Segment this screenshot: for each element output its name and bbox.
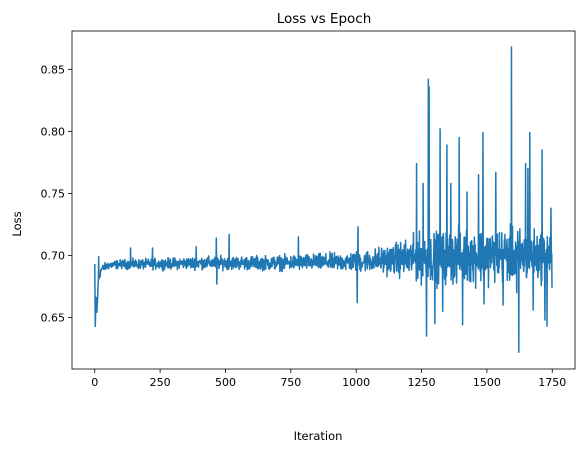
y-axis-label: Loss (10, 211, 24, 236)
chart-title: Loss vs Epoch (277, 11, 372, 27)
plot-frame (71, 30, 576, 370)
x-tick-label: 0 (91, 376, 98, 389)
y-tick-label: 0.70 (41, 249, 66, 262)
x-axis-label: Iteration (294, 429, 343, 443)
x-tick-label: 750 (280, 376, 301, 389)
x-tick-label: 1250 (408, 376, 436, 389)
y-axis: 0.65 0.70 0.75 0.80 0.85 (41, 63, 72, 325)
x-tick-label: 1750 (538, 376, 566, 389)
y-tick-label: 0.65 (41, 312, 66, 325)
x-tick-label: 1000 (342, 376, 370, 389)
x-tick-label: 250 (150, 376, 171, 389)
x-tick-label: 1500 (473, 376, 501, 389)
y-tick-label: 0.80 (41, 125, 66, 138)
y-tick-label: 0.85 (41, 63, 66, 76)
loss-series-line (93, 46, 553, 353)
x-tick-label: 500 (215, 376, 236, 389)
y-tick-label: 0.75 (41, 187, 66, 200)
x-axis: 0 250 500 750 1000 1250 1500 1750 (91, 369, 566, 389)
plot-area: 0.65 0.70 0.75 0.80 0.85 0 250 500 750 1000 1250 1… (41, 30, 576, 389)
